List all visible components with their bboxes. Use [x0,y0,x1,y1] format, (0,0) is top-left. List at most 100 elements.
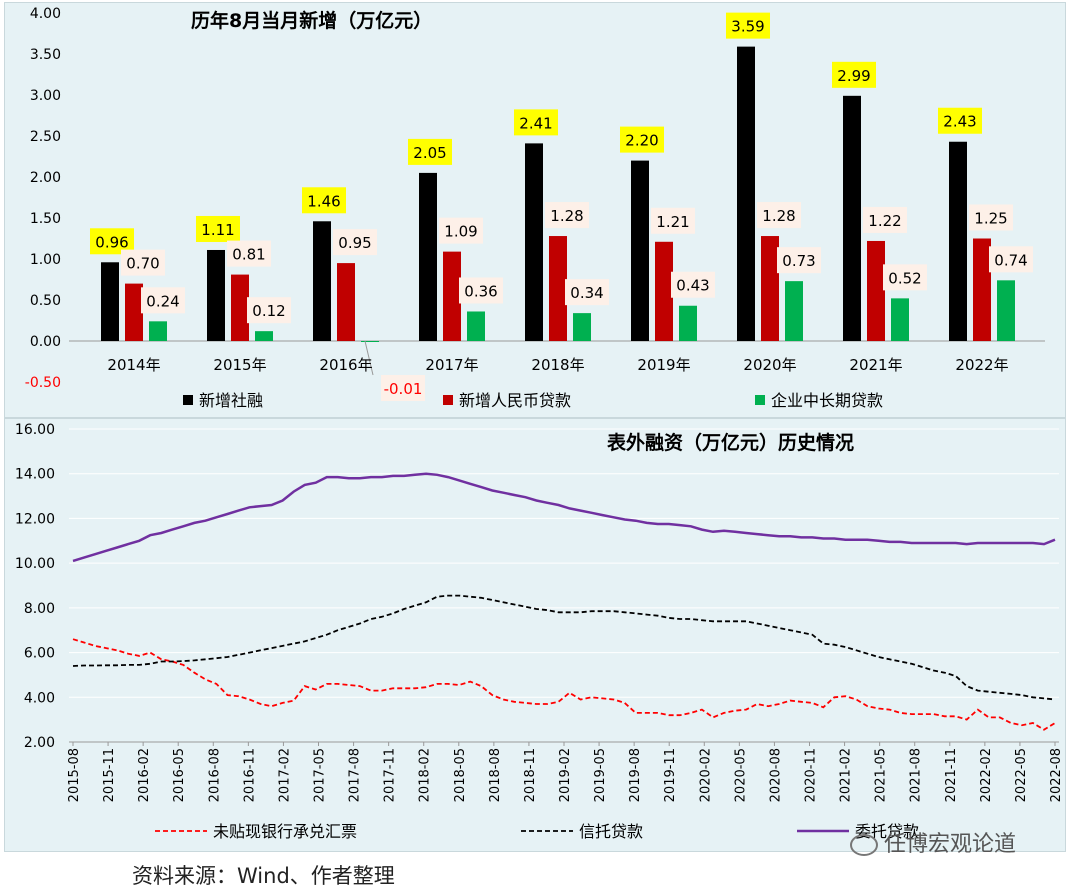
y-tick-label: 3.00 [30,88,61,104]
data-label-bg [651,207,695,234]
y-tick-label: 8.00 [24,601,55,617]
bar [737,46,755,342]
data-label-text: 0.95 [338,234,371,252]
x-tick-label: 2016-08 [207,748,222,802]
legend-label: 新增社融 [199,391,263,410]
bar [149,321,167,341]
data-label-bg [408,138,452,165]
x-tick-label: 2022-08 [1049,748,1064,802]
data-label-text: 0.24 [146,292,179,310]
data-label-text: 0.70 [126,255,159,273]
y-tick-label: 14.00 [15,467,55,483]
data-label: 2.99 [832,61,876,88]
y-tick-label: 0.50 [30,293,61,309]
bar [631,160,649,341]
data-label-bg [726,12,770,39]
data-label-text: 0.52 [888,269,921,287]
data-label-bg [863,206,907,233]
data-label-text: 1.11 [201,221,234,239]
data-label-text: 1.09 [444,223,477,241]
bar [573,313,591,341]
data-label: 1.11 [196,215,240,242]
data-label-bg [196,215,240,242]
x-tick-label: 2022-05 [1014,748,1029,802]
x-tick-label: 2017-02 [277,748,292,802]
x-tick-label: 2017-08 [348,748,363,802]
data-label-text: 1.22 [868,212,901,230]
x-tick-label: 2014年 [107,356,160,374]
data-label: 2.41 [514,109,558,136]
data-label-bg [757,202,801,229]
data-label-text: -0.01 [384,380,423,398]
y-tick-label: 1.00 [30,252,61,268]
bar [313,221,331,341]
series-line [72,472,1056,563]
x-tick-label: 2017-05 [313,748,328,802]
bar [973,238,991,341]
data-label-text: 0.96 [95,233,128,251]
legend-swatch [443,395,453,405]
x-tick-label: 2020-02 [698,748,713,802]
series-line [72,594,1056,701]
line-chart-panel: 2.00 4.00 6.00 8.00 10.00 12.00 14.00 16.00 表外融资… [4,418,1066,852]
data-label-bg [514,109,558,136]
legend-label: 信托贷款 [579,822,643,841]
x-tick-label: 2021-08 [909,748,924,802]
bar [467,311,485,341]
leader-line [364,340,374,376]
x-tick-label: 2017年 [425,356,478,374]
x-tick-label: 2022年 [955,356,1008,374]
x-tick-label: 2018-02 [418,748,433,802]
data-label-bg [141,287,185,314]
x-tick-label: 2020-08 [768,748,783,802]
data-label-bg [545,202,589,229]
x-tick-label: 2018-08 [488,748,503,802]
bar-chart: -0.50 0.00 0.50 1.00 1.50 2.00 2.50 3.00 3.50 4.0… [25,6,1045,410]
data-label-text: 2.41 [519,114,552,132]
data-label: 1.46 [302,187,346,214]
data-label-text: 2.43 [943,113,976,131]
chart-title: 表外融资（万亿元）历史情况 [607,431,854,454]
data-label-text: 1.46 [307,192,340,210]
bar [361,341,379,342]
bar [867,240,885,341]
data-label: 0.34 [565,279,609,306]
legend-swatch [183,395,193,405]
bar [785,281,803,341]
data-label-bg [620,126,664,153]
x-tick-label: 2021-11 [944,748,959,802]
x-tick-label: 2019年 [637,356,690,374]
x-tick-label: 2019-08 [628,748,643,802]
data-label-text: 1.28 [762,207,795,225]
y-tick-label: 12.00 [15,511,55,527]
data-label: 1.28 [545,202,589,229]
data-label: 1.21 [651,207,695,234]
x-tick-label: 2022-02 [979,748,994,802]
data-label-text: 2.20 [625,132,658,150]
data-label: 1.25 [969,204,1013,231]
bar [443,251,461,341]
data-label-bg [777,247,821,274]
x-tick-label: 2018-11 [523,748,538,802]
data-label-text: 0.12 [252,302,285,320]
bar [255,331,273,341]
bar [891,298,909,341]
chart-title: 历年8月当月新增（万亿元） [191,9,432,32]
bar [231,274,249,341]
source-note: 资料来源：Wind、作者整理 [132,864,395,888]
data-label-bg [302,187,346,214]
x-tick-label: 2016年 [319,356,372,374]
y-tick-label: 3.50 [30,47,61,63]
data-label-bg [247,297,291,324]
line-chart: 2.00 4.00 6.00 8.00 10.00 12.00 14.00 16.00 表外融资… [15,422,1064,841]
data-label: 0.24 [141,287,185,314]
x-tick-label: 2016-11 [242,748,257,802]
x-tick-label: 2015年 [213,356,266,374]
x-tick-label: 2020-11 [804,748,819,802]
bar [525,143,543,341]
bar [337,263,355,341]
data-label-text: 0.81 [232,246,265,264]
data-label-bg [671,271,715,298]
x-tick-label: 2021-05 [874,748,889,802]
x-tick-label: 2018年 [531,356,584,374]
